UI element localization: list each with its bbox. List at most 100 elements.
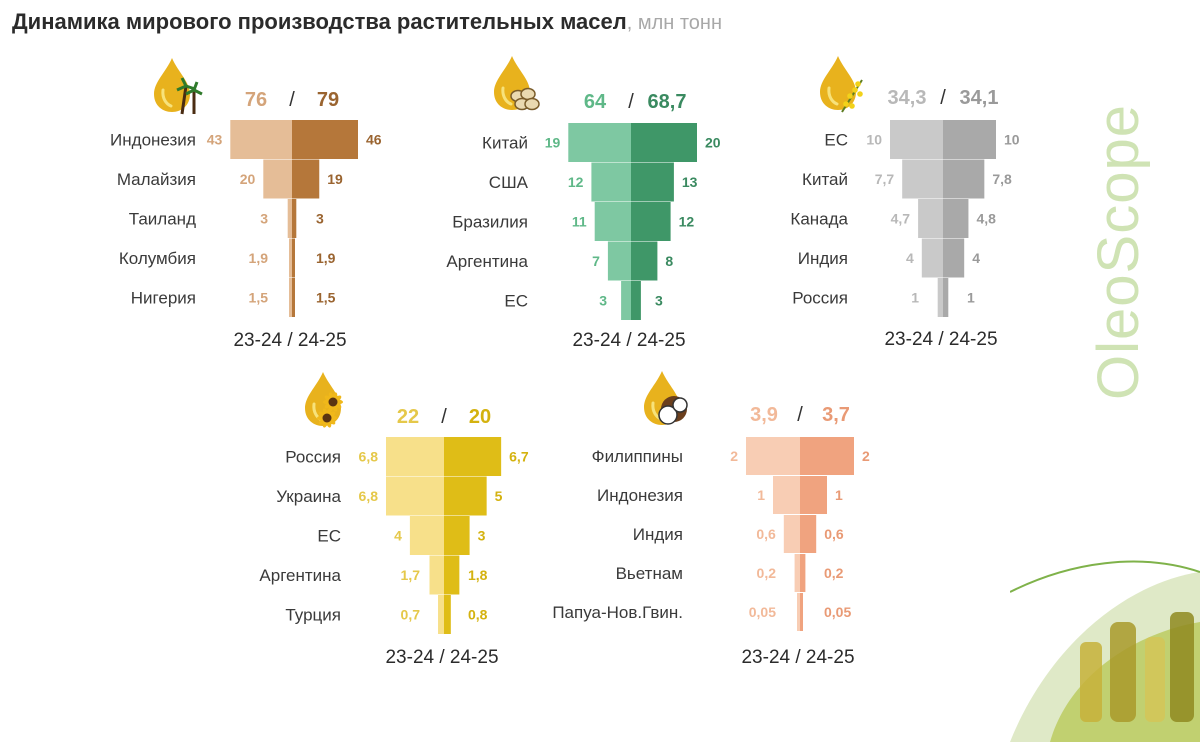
data-label-23-24: 12 xyxy=(568,174,584,190)
bar-23-24 xyxy=(746,437,800,475)
bar-24-25 xyxy=(800,554,806,592)
bar-24-25 xyxy=(631,202,671,241)
data-label-23-24: 1,5 xyxy=(249,290,269,306)
data-label-24-25: 13 xyxy=(682,174,698,190)
bar-24-25 xyxy=(292,159,320,199)
data-label-24-25: 6,7 xyxy=(509,449,529,465)
bar-24-25 xyxy=(800,593,803,631)
data-label-23-24: 20 xyxy=(240,171,256,187)
country-label: Канада xyxy=(790,210,848,229)
oil-chart-3: 22 / 20 Россия 6,8 6,7 Украина 6,8 5 ЕС 4 3 Аргентин… xyxy=(259,372,529,668)
country-label: Украина xyxy=(276,487,341,506)
total-23-24: 34,3 xyxy=(888,87,927,109)
country-label: Нигерия xyxy=(131,289,196,308)
data-label-24-25: 1 xyxy=(967,290,975,306)
bar-23-24 xyxy=(902,159,943,199)
bar-23-24 xyxy=(287,199,292,238)
coconut-half-white xyxy=(658,405,678,425)
bar-23-24 xyxy=(797,593,800,631)
data-label-23-24: 43 xyxy=(207,132,223,148)
bar-23-24 xyxy=(607,241,631,281)
sunflower-center xyxy=(322,413,332,423)
data-label-23-24: 19 xyxy=(545,135,561,151)
totals-separator: / xyxy=(441,406,447,428)
data-label-24-25: 1,5 xyxy=(316,290,336,306)
country-label: США xyxy=(489,173,529,192)
bar-24-25 xyxy=(943,120,996,159)
country-label: Аргентина xyxy=(259,566,341,585)
bar-24-25 xyxy=(444,437,502,476)
bar-24-25 xyxy=(292,278,295,317)
country-label: Вьетнам xyxy=(616,564,683,583)
rapeseed-flower xyxy=(852,87,858,93)
country-label: Китай xyxy=(802,170,848,189)
country-label: Филиппины xyxy=(592,447,683,466)
data-label-24-25: 0,2 xyxy=(824,565,844,581)
bar-23-24 xyxy=(409,516,444,555)
data-label-23-24: 1,9 xyxy=(249,250,269,266)
data-label-23-24: 4,7 xyxy=(891,211,911,227)
country-label: ЕС xyxy=(824,131,848,150)
oil-drop-highlight xyxy=(161,88,173,108)
bar-24-25 xyxy=(631,281,641,320)
data-label-23-24: 0,7 xyxy=(401,607,421,623)
data-label-24-25: 20 xyxy=(705,135,721,151)
bar-23-24 xyxy=(591,162,631,202)
data-label-23-24: 3 xyxy=(260,211,268,227)
bar-24-25 xyxy=(943,238,965,278)
bar-24-25 xyxy=(444,476,487,516)
bar-23-24 xyxy=(783,515,800,553)
data-label-23-24: 1 xyxy=(757,487,765,503)
data-label-24-25: 19 xyxy=(327,171,343,187)
bar-23-24 xyxy=(438,595,444,634)
bar-24-25 xyxy=(943,278,949,317)
country-label: Папуа-Нов.Гвин. xyxy=(552,603,683,622)
data-label-23-24: 7,7 xyxy=(875,171,895,187)
total-24-25: 68,7 xyxy=(648,91,687,113)
sunflower-center xyxy=(328,397,338,407)
total-23-24: 22 xyxy=(397,406,419,428)
data-label-24-25: 4 xyxy=(972,250,980,266)
oil-chart-4: 3,9 / 3,7 Филиппины 2 2 Индонезия 1 1 Индия 0,6 0,6… xyxy=(552,371,870,668)
bar-23-24 xyxy=(230,120,292,159)
data-label-24-25: 1,8 xyxy=(468,567,488,583)
bar-23-24 xyxy=(386,476,444,516)
bar-23-24 xyxy=(263,159,292,199)
bar-23-24 xyxy=(773,476,800,514)
totals-separator: / xyxy=(289,89,295,111)
bar-23-24 xyxy=(386,437,444,476)
bar-24-25 xyxy=(631,123,697,162)
bar-23-24 xyxy=(921,238,943,278)
period-label: 23-24 / 24-25 xyxy=(884,329,997,350)
total-23-24: 64 xyxy=(584,91,607,113)
bar-24-25 xyxy=(444,595,451,634)
bar-24-25 xyxy=(943,159,985,199)
data-label-23-24: 0,6 xyxy=(756,526,776,542)
data-label-23-24: 3 xyxy=(599,293,607,309)
palm-leaves xyxy=(176,77,203,96)
data-label-24-25: 12 xyxy=(679,214,695,230)
total-24-25: 79 xyxy=(317,89,339,111)
data-label-24-25: 0,8 xyxy=(468,607,488,623)
bar-23-24 xyxy=(429,555,444,595)
data-label-24-25: 4,8 xyxy=(976,211,996,227)
data-label-23-24: 11 xyxy=(572,214,587,230)
data-label-24-25: 0,05 xyxy=(824,604,851,620)
oil-chart-2: 34,3 / 34,1 ЕС 10 10 Китай 7,7 7,8 Канада 4,7 4,8 Ин… xyxy=(790,56,1020,350)
country-label: Турция xyxy=(285,606,341,625)
bar-24-25 xyxy=(631,162,674,202)
bar-24-25 xyxy=(444,516,470,555)
bar-24-25 xyxy=(800,476,827,514)
total-24-25: 34,1 xyxy=(960,87,999,109)
data-label-24-25: 0,6 xyxy=(824,526,844,542)
rapeseed-flower xyxy=(849,103,855,109)
bar-24-25 xyxy=(631,241,658,281)
totals-separator: / xyxy=(797,404,803,426)
country-label: Аргентина xyxy=(446,252,528,271)
country-label: ЕС xyxy=(317,527,341,546)
country-label: Россия xyxy=(285,448,341,467)
data-label-24-25: 46 xyxy=(366,132,382,148)
soybean xyxy=(524,97,540,111)
bar-23-24 xyxy=(594,202,631,241)
data-label-23-24: 2 xyxy=(730,448,738,464)
